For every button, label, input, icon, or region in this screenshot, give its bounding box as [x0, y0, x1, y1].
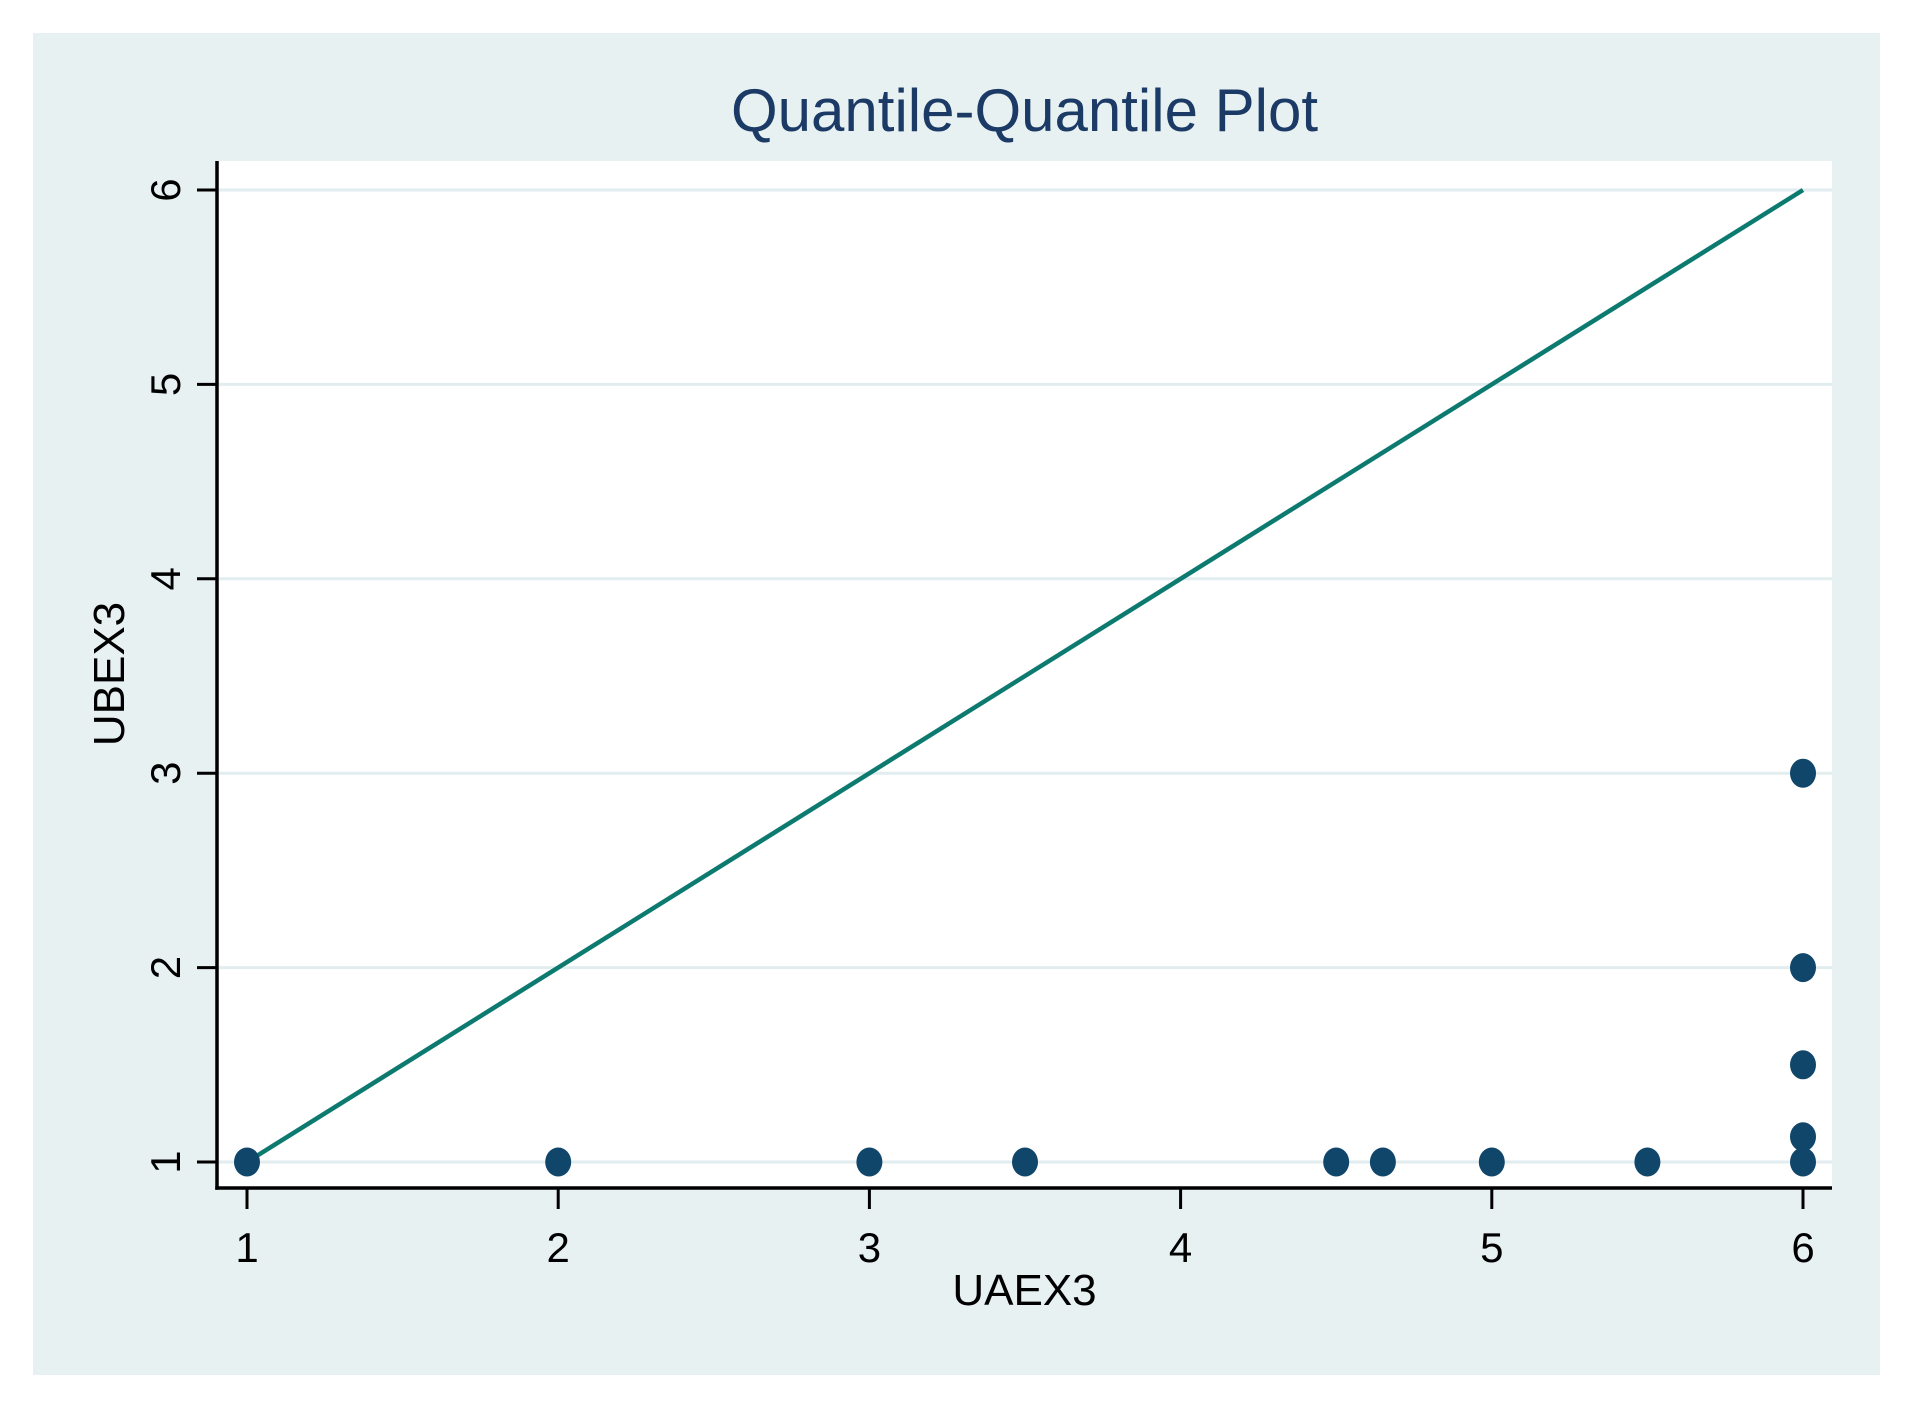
qq-reference-line: [245, 188, 1805, 1164]
x-tick-label: 4: [1169, 1224, 1192, 1271]
data-point: [545, 1147, 572, 1177]
y-tick-label: 1: [142, 1150, 189, 1173]
data-point: [234, 1147, 260, 1177]
y-tick-label: 3: [142, 762, 189, 785]
data-point: [1790, 1147, 1816, 1177]
data-point: [1369, 1147, 1396, 1177]
data-point: [1790, 758, 1816, 788]
x-tick-label: 1: [235, 1224, 258, 1271]
y-axis-title: UBEX3: [85, 601, 134, 747]
data-point: [856, 1147, 883, 1177]
data-point: [1790, 953, 1816, 983]
data-point: [1790, 1050, 1816, 1080]
y-tick-label: 2: [142, 956, 189, 979]
x-tick-label: 2: [547, 1224, 570, 1271]
data-point: [1012, 1147, 1038, 1177]
data-point: [1634, 1147, 1661, 1177]
x-tick-label: 3: [858, 1224, 881, 1271]
x-axis-title: UAEX3: [952, 1266, 1097, 1315]
data-point: [1323, 1147, 1350, 1177]
data-point: [1478, 1147, 1505, 1177]
data-point: [1790, 1122, 1816, 1152]
x-tick-label: 6: [1791, 1224, 1814, 1271]
y-tick-label: 4: [142, 567, 189, 590]
y-tick-label: 6: [142, 178, 189, 201]
x-tick-label: 5: [1480, 1224, 1503, 1271]
chart-title: Quantile-Quantile Plot: [731, 77, 1318, 144]
y-tick-label: 5: [142, 373, 189, 396]
